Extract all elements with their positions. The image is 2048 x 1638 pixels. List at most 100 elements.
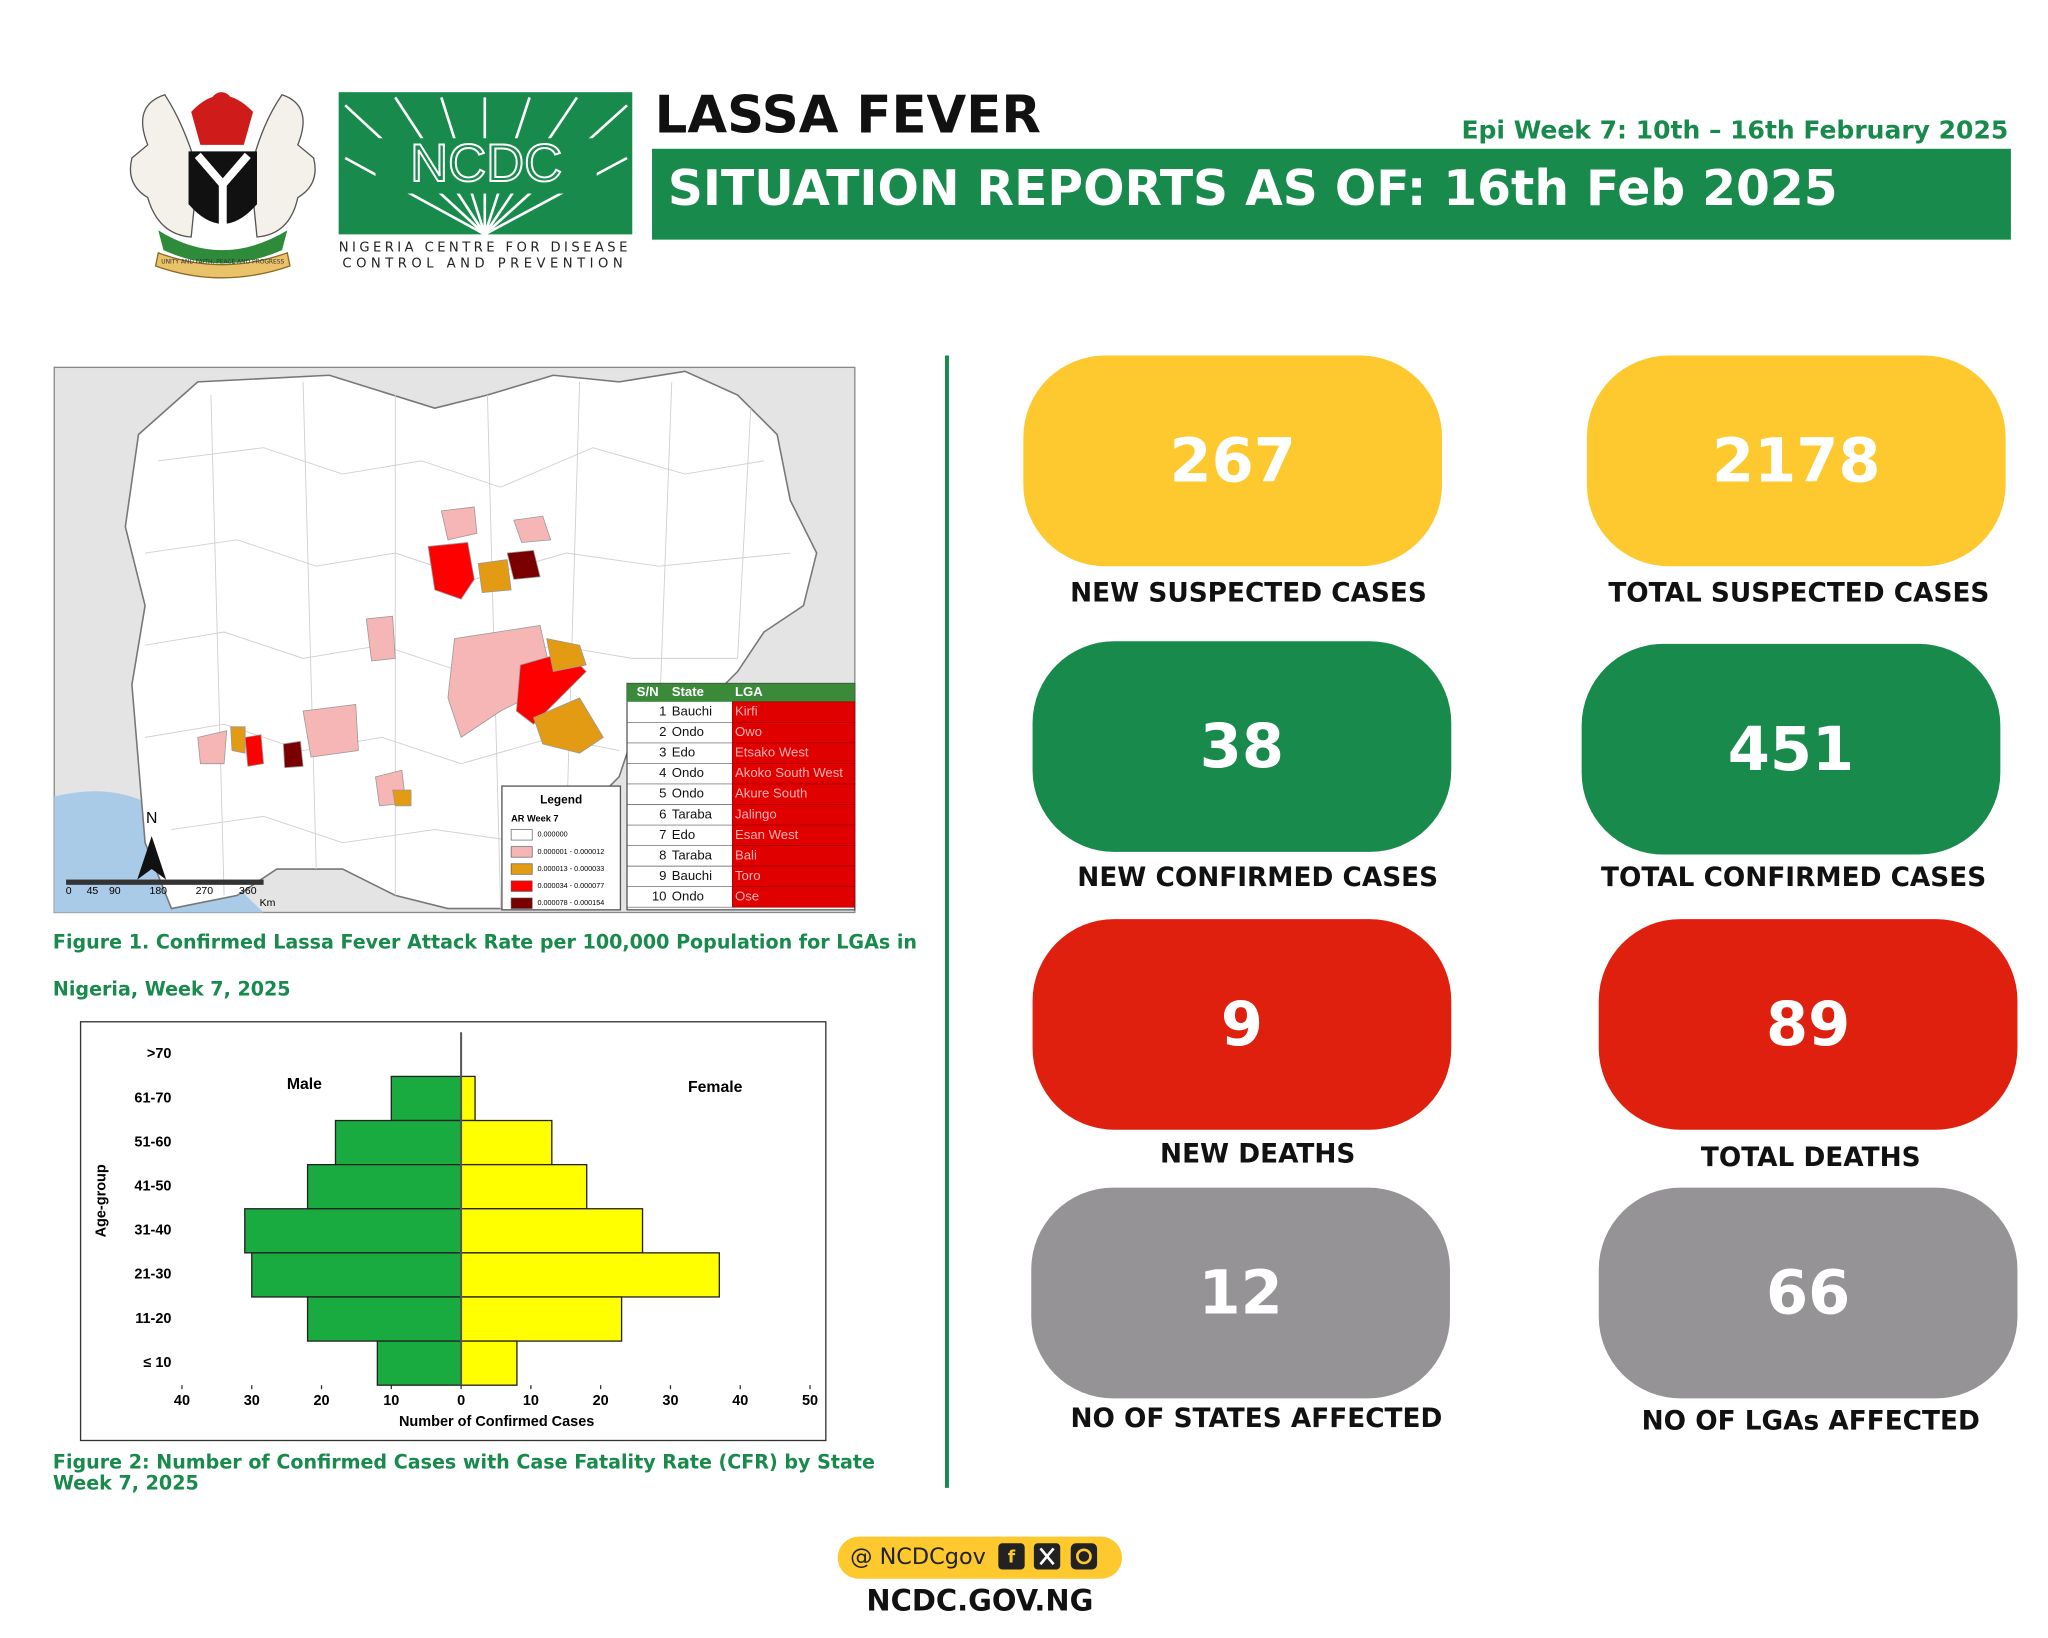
motto: UNITY AND FAITH, PEACE AND PROGRESS — [161, 260, 284, 266]
stat-card — [1032, 641, 1452, 852]
table-cell: Owo — [735, 724, 762, 739]
report-title: LASSA FEVER — [655, 86, 1041, 146]
stat-label: TOTAL CONFIRMED CASES — [1601, 863, 1986, 893]
table-cell: Taraba — [672, 806, 713, 821]
y-tick-label: ≤ 10 — [143, 1355, 171, 1371]
stat-card — [1032, 919, 1452, 1130]
social-icons: f — [998, 1543, 1098, 1570]
table-cell: Etsako West — [735, 745, 809, 760]
table-cell: Bali — [735, 847, 757, 862]
y-tick-label: 31-40 — [134, 1223, 171, 1239]
stat-value: 89 — [1766, 990, 1850, 1060]
stat-value: 267 — [1170, 426, 1296, 496]
bar — [376, 1340, 462, 1386]
scale-label: 90 — [109, 885, 121, 897]
stat-value: 38 — [1200, 712, 1284, 782]
bar — [460, 1163, 588, 1210]
table-cell: Edo — [672, 745, 695, 760]
stat-label: NEW SUSPECTED CASES — [1070, 578, 1427, 608]
stat-label: NO OF LGAs AFFECTED — [1642, 1407, 1980, 1437]
bar — [460, 1119, 553, 1166]
legend-swatch — [510, 829, 533, 841]
table-cell: Ose — [735, 888, 759, 903]
table-cell: 5 — [659, 786, 666, 801]
figure1-caption: Figure 1. Confirmed Lassa Fever Attack R… — [53, 930, 917, 953]
table-cell: Toro — [735, 868, 761, 883]
org-name: CONTROL AND PREVENTION — [342, 256, 627, 271]
bar — [334, 1119, 462, 1166]
stat-card — [1598, 919, 2018, 1130]
legend-title: Legend — [540, 793, 582, 807]
bar — [251, 1252, 462, 1298]
bar — [306, 1296, 462, 1342]
scale-label: 270 — [196, 885, 214, 897]
table-cell: Ondo — [672, 765, 704, 780]
table-cell: Akure South — [735, 786, 807, 801]
bar — [460, 1208, 644, 1254]
y-tick-label: 21-30 — [134, 1267, 171, 1283]
epi-week: Epi Week 7: 10th – 16th February 2025 — [1461, 116, 2008, 145]
stat-card — [1023, 355, 1443, 567]
y-tick-label: 51-60 — [134, 1134, 171, 1150]
stat-card — [1586, 355, 2006, 567]
stat-label: NEW DEATHS — [1160, 1139, 1355, 1169]
ncdc-logo: NCDC NIGERIA CENTRE FOR DISEASE CONTROL … — [338, 92, 633, 271]
bar — [244, 1208, 462, 1254]
website: NCDC.GOV.NG — [866, 1583, 1093, 1617]
stat-value: 2178 — [1712, 426, 1881, 496]
stat-value: 9 — [1221, 990, 1263, 1060]
x-tick-label: 20 — [593, 1393, 609, 1409]
bar — [460, 1252, 720, 1298]
x-tick-label: 50 — [802, 1393, 818, 1409]
legend-swatch — [510, 846, 533, 858]
figure2-caption: Week 7, 2025 — [53, 1471, 199, 1494]
affected-lgas — [197, 506, 604, 807]
legend-label: 0.000078 - 0.000154 — [537, 898, 604, 907]
table-cell: Edo — [672, 827, 695, 842]
table-cell: 2 — [659, 724, 666, 739]
table-cell: Ondo — [672, 888, 704, 903]
stat-value: 66 — [1766, 1259, 1850, 1329]
table-header: LGA — [735, 684, 763, 699]
legend-label: 0.000034 - 0.000077 — [537, 881, 604, 890]
legend-swatch — [510, 863, 533, 875]
figure1-caption: Nigeria, Week 7, 2025 — [53, 978, 291, 1001]
stat-label: TOTAL SUSPECTED CASES — [1608, 578, 1989, 608]
table-cell: 4 — [659, 765, 666, 780]
banner-text: SITUATION REPORTS AS OF: 16th Feb 2025 — [668, 161, 1838, 217]
x-tick-label: 10 — [523, 1393, 539, 1409]
table-cell: Bauchi — [672, 868, 712, 883]
scale-label: 360 — [239, 885, 257, 897]
stat-label: NO OF STATES AFFECTED — [1070, 1404, 1442, 1434]
stat-value: 451 — [1728, 715, 1854, 785]
y-tick-label: 41-50 — [134, 1179, 171, 1195]
table-cell: 7 — [659, 827, 666, 842]
coat-of-arms: UNITY AND FAITH, PEACE AND PROGRESS — [129, 92, 316, 279]
stat-card — [1031, 1187, 1450, 1399]
series-label: Female — [688, 1079, 743, 1096]
table-cell: 1 — [659, 704, 666, 719]
x-axis-label: Number of Confirmed Cases — [399, 1414, 594, 1430]
bar — [306, 1163, 462, 1210]
x-tick-label: 40 — [732, 1393, 748, 1409]
legend-subtitle: AR Week 7 — [511, 813, 558, 823]
x-tick-label: 30 — [662, 1393, 678, 1409]
table-cell: 6 — [659, 806, 666, 821]
legend-label: 0.000001 - 0.000012 — [537, 847, 604, 856]
logo-text: NCDC — [410, 134, 562, 193]
x-tick-label: 30 — [244, 1393, 260, 1409]
scale-bar — [66, 879, 264, 885]
table-header: S/N — [637, 684, 659, 699]
stat-card — [1581, 643, 2001, 855]
y-tick-label: 61-70 — [134, 1090, 171, 1106]
scale-label: 180 — [149, 885, 167, 897]
table-cell: Akoko South West — [735, 765, 843, 780]
map — [53, 366, 856, 914]
social-handle: @ NCDCgov — [850, 1544, 986, 1570]
y-tick-label: 11-20 — [135, 1311, 171, 1327]
y-tick-label: >70 — [147, 1046, 172, 1062]
bar — [460, 1075, 476, 1122]
bar — [460, 1340, 518, 1386]
